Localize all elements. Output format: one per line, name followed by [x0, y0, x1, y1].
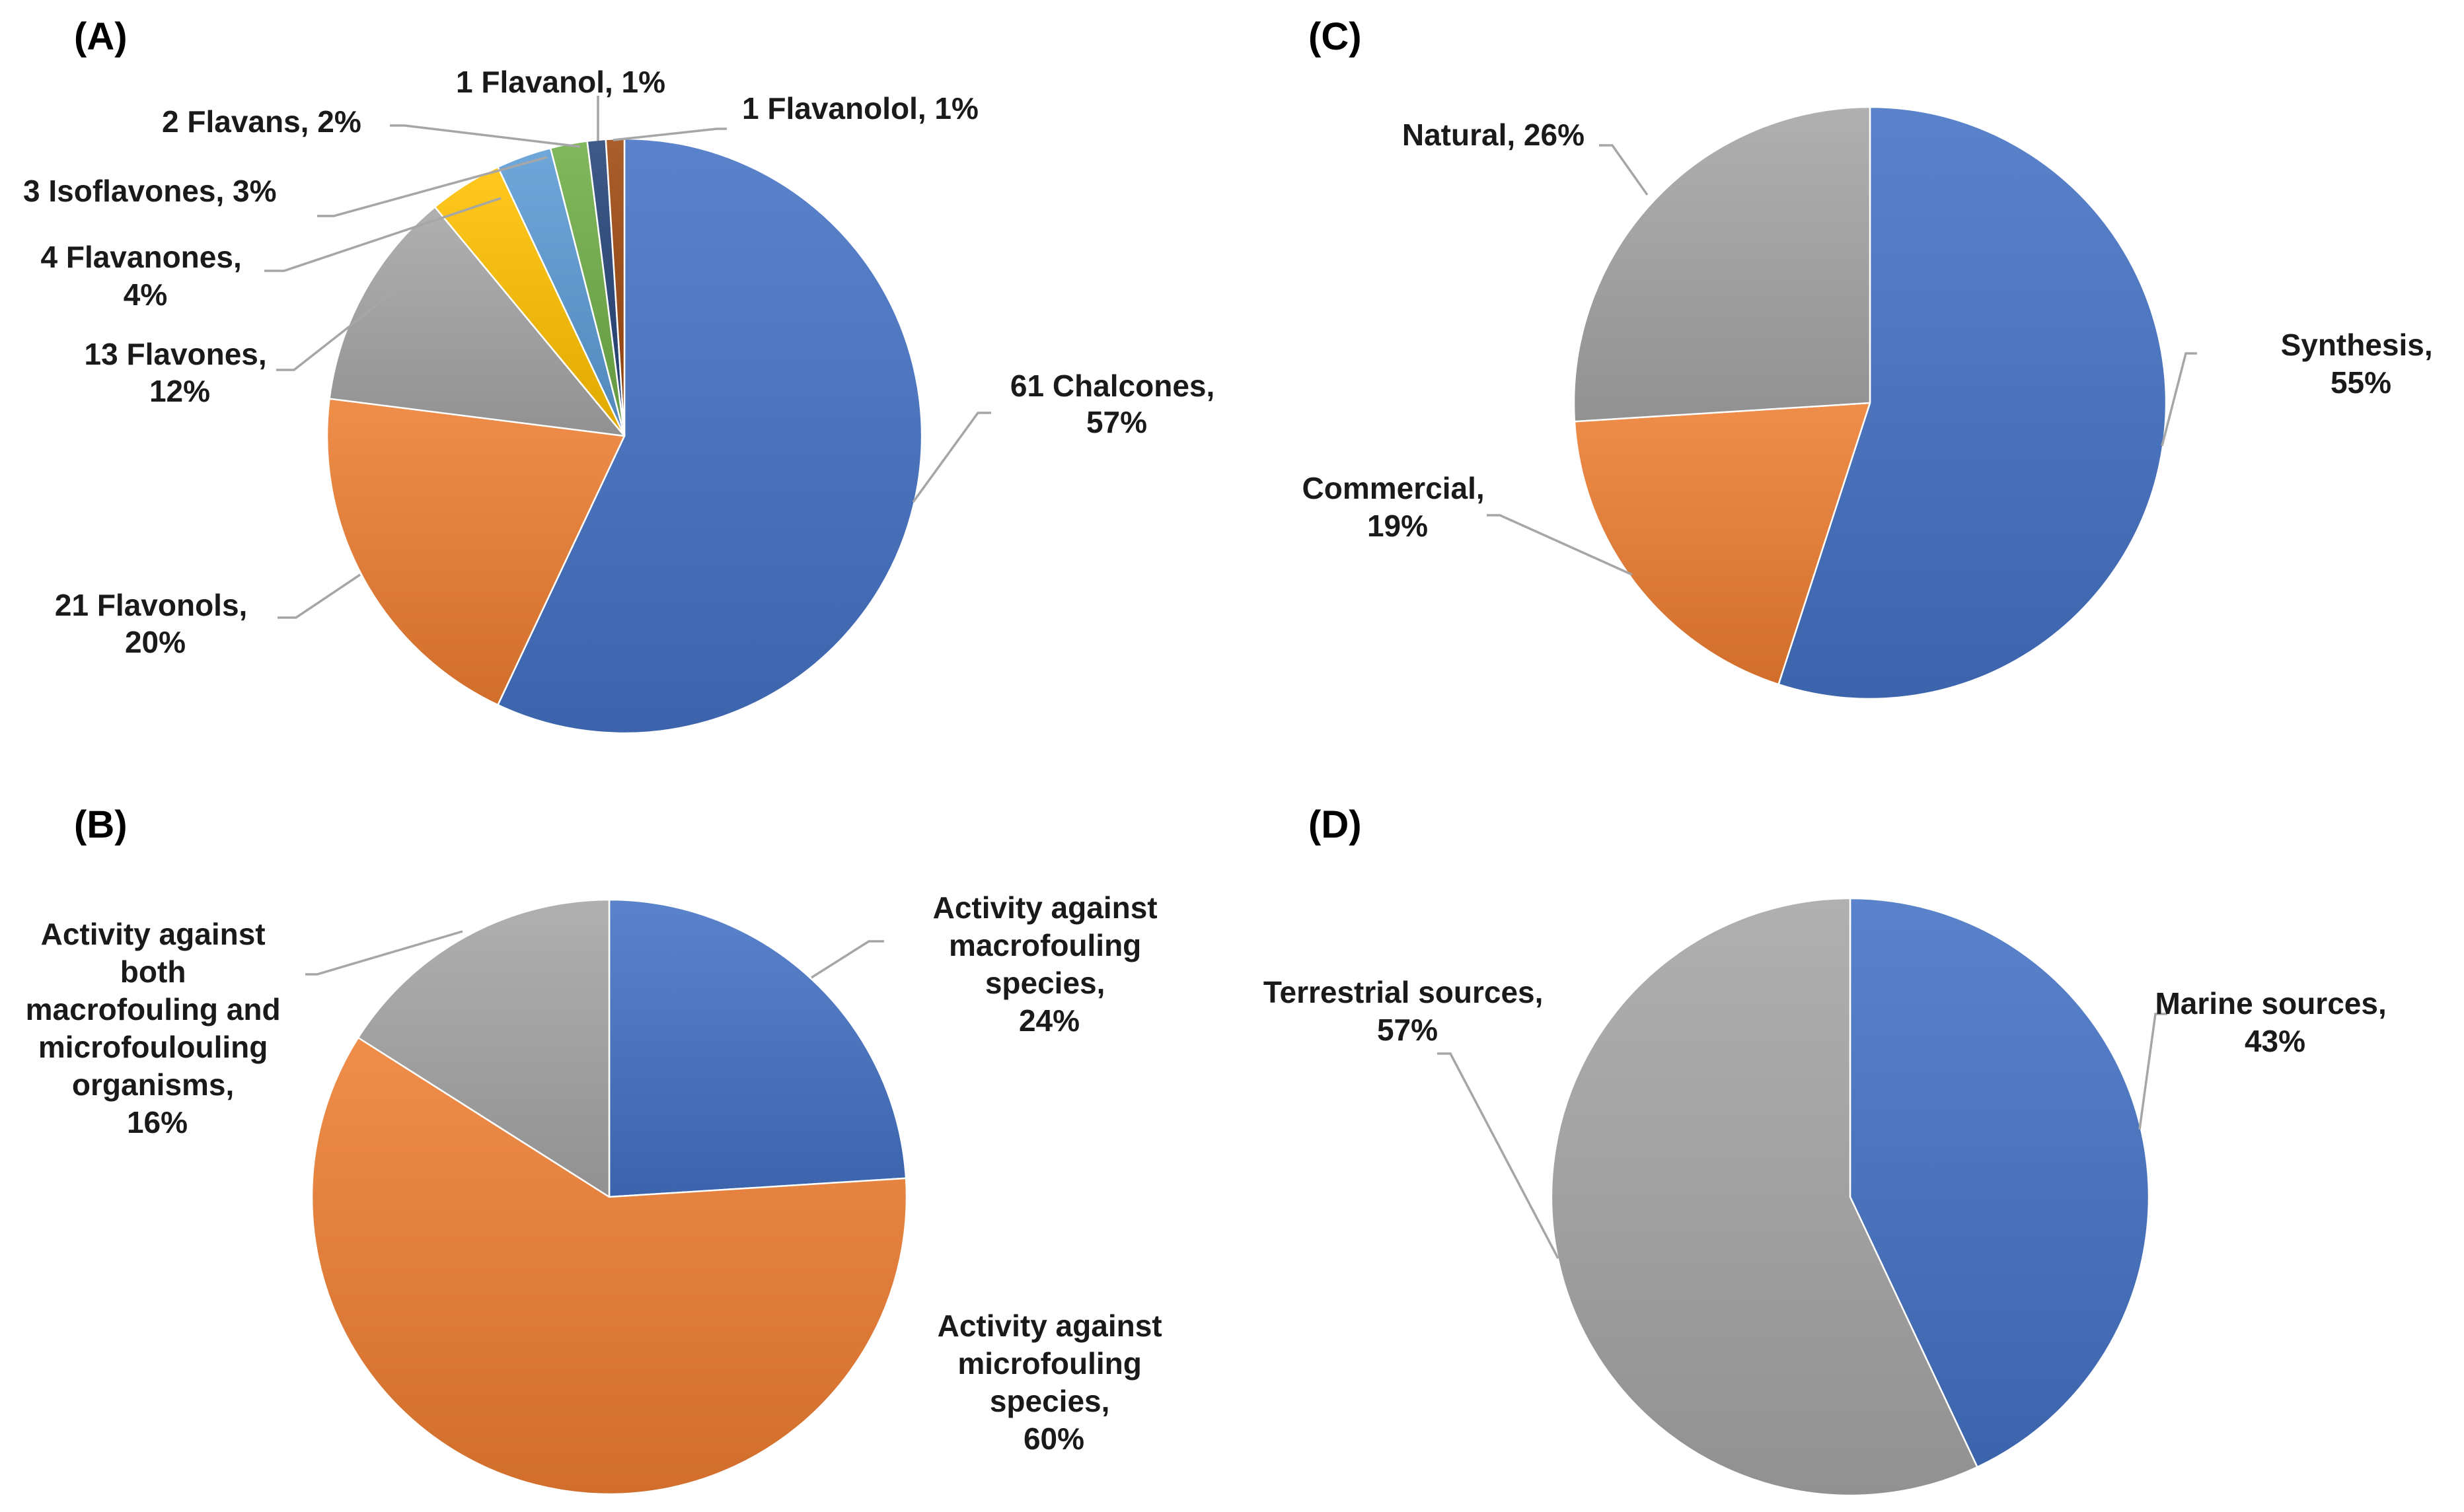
- pie-slice-flavones: [328, 206, 626, 437]
- leader-line-marine: [2138, 1013, 2167, 1130]
- pie-slice-natural: [1573, 106, 1871, 423]
- slice-label-isoflavones: 3 Isoflavones, 3%: [23, 174, 277, 208]
- panel-b-letter: (B): [74, 803, 128, 846]
- pie-slice-marine-sources: [1849, 897, 2150, 1468]
- pie-slice-commercial: [1573, 402, 1871, 686]
- pie-slice-activity-against-macrofouling-species: [608, 898, 907, 1198]
- slice-label-flavanones: 4 Flavanones, 4%: [40, 240, 250, 312]
- pie-slice-activity-against-microfouling-species: [311, 1036, 908, 1495]
- slice-label-flavonols: 21 Flavonols, 20%: [55, 588, 256, 659]
- leader-line-terrestrial: [1437, 1052, 1559, 1259]
- leader-line-isoflavones: [317, 156, 548, 217]
- leader-line-flavans: [390, 124, 581, 148]
- panel-a-pie-chart: (A) 61 Chalcones, 57% 21 Flavonols, 20% …: [23, 15, 1223, 735]
- pie-slice-synthesis: [1777, 106, 2167, 700]
- leader-line-flavones: [276, 289, 396, 371]
- leader-line-macrofouling: [811, 940, 884, 979]
- slice-label-flavans: 2 Flavans, 2%: [162, 104, 361, 139]
- slice-label-flavones: 13 Flavones, 12%: [85, 337, 276, 408]
- leader-line-flavanones: [264, 197, 502, 272]
- leader-line-natural: [1599, 144, 1649, 196]
- slice-label-both: Activity against both macrofouling and m…: [26, 917, 289, 1139]
- slice-label-terrestrial: Terrestrial sources, 57%: [1263, 975, 1551, 1047]
- slice-label-flavanolol: 1 Flavanolol, 1%: [742, 91, 979, 126]
- leader-line-commercial: [1487, 514, 1633, 576]
- panel-c-pie-chart: (C) Synthesis, 55% Commercial, 19% Natur…: [1302, 15, 2442, 700]
- slice-label-chalcones: 61 Chalcones, 57%: [1010, 369, 1223, 439]
- slice-label-macrofouling: Activity against macrofouling species, 2…: [933, 890, 1166, 1038]
- slice-label-flavanol: 1 Flavanol, 1%: [456, 65, 665, 99]
- leader-line-chalcones: [912, 412, 991, 503]
- pie-slice-terrestrial-sources: [1550, 897, 1978, 1497]
- pie-slice-activity-against-both-macrofouling-and-microfoulouling-organisms: [357, 898, 611, 1198]
- slice-label-marine: Marine sources, 43%: [2155, 986, 2395, 1058]
- slice-label-microfouling: Activity against microfouling species, 6…: [938, 1309, 1171, 1456]
- panel-a-letter: (A): [74, 15, 128, 58]
- slice-label-commercial: Commercial, 19%: [1302, 471, 1493, 543]
- slice-label-natural: Natural, 26%: [1402, 118, 1585, 152]
- slice-label-synthesis: Synthesis, 55%: [2281, 328, 2442, 400]
- panel-d-pie-chart: (D) Marine sources, 43% Terrestrial sour…: [1263, 803, 2395, 1497]
- leader-line-flavanolol: [613, 127, 727, 141]
- leader-line-flavonols: [278, 573, 361, 619]
- panel-c-letter: (C): [1308, 15, 1362, 58]
- panel-b-pie-chart: (B) Activity against macrofouling specie…: [26, 803, 1171, 1495]
- leader-line-both: [305, 930, 463, 976]
- pie-slice-flavonols: [326, 398, 626, 706]
- leader-line-synthesis: [2161, 352, 2197, 447]
- panel-d-letter: (D): [1308, 803, 1362, 846]
